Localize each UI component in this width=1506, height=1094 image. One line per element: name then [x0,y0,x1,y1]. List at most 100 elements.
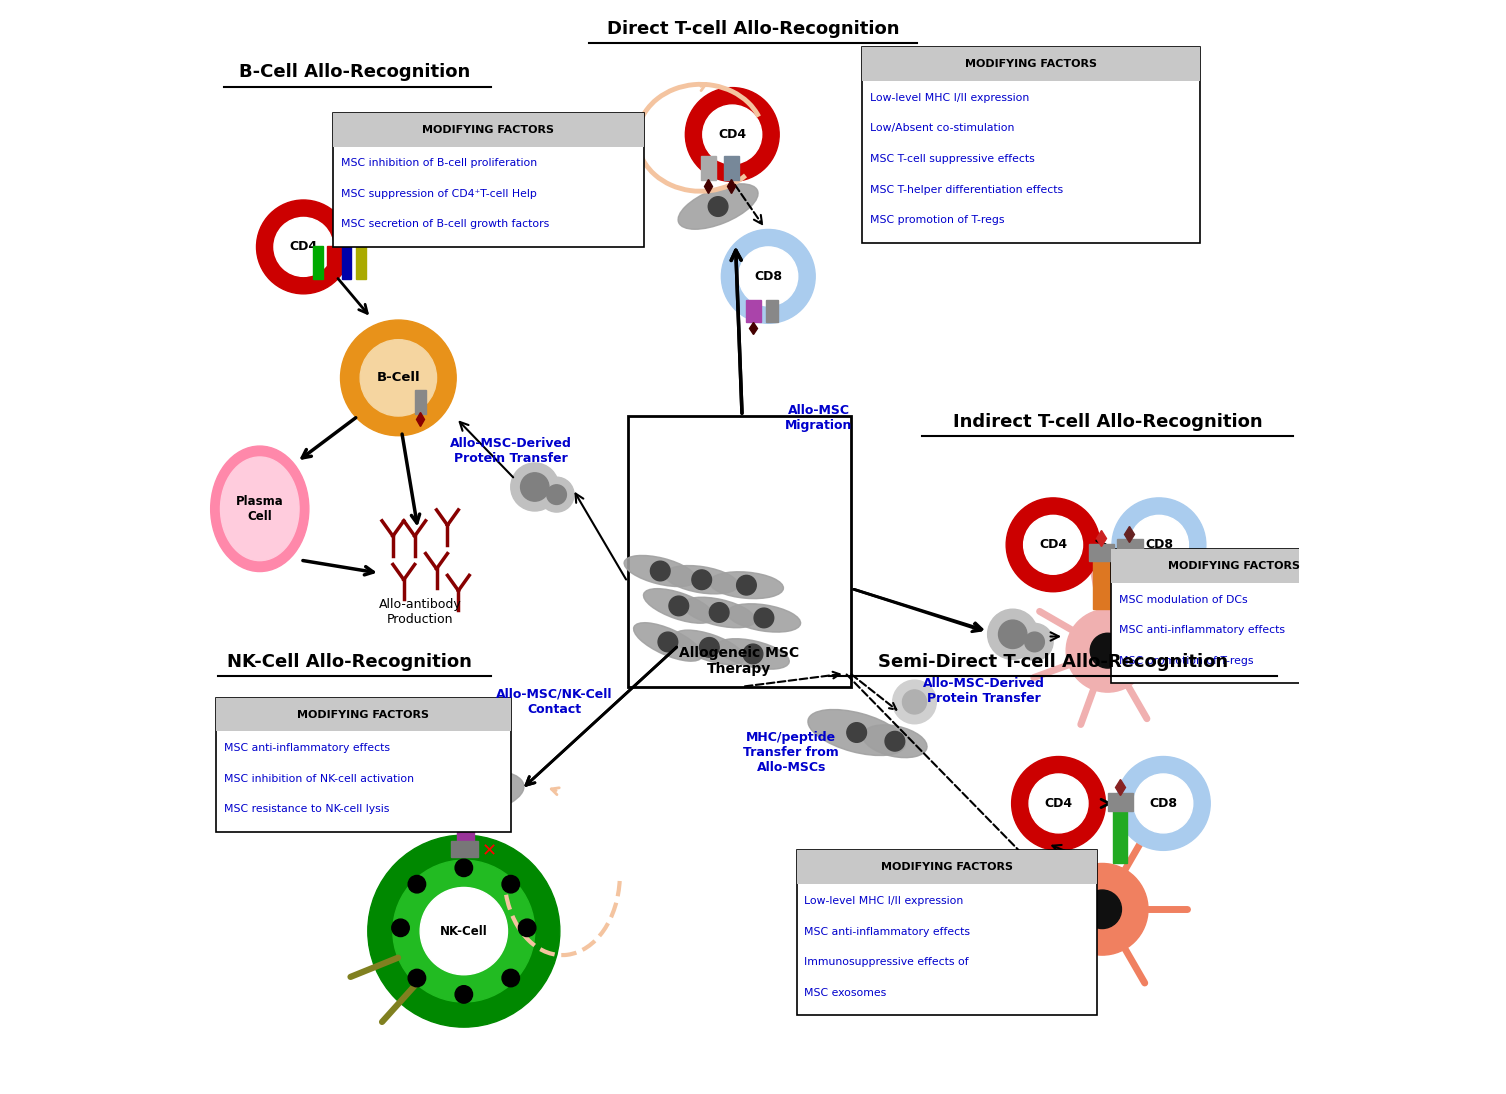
Circle shape [691,570,711,590]
Circle shape [988,609,1038,660]
Circle shape [521,473,550,501]
Circle shape [1116,757,1211,850]
Bar [313,246,324,279]
Bar [414,389,426,414]
Circle shape [539,477,574,512]
Circle shape [1006,498,1099,592]
Circle shape [699,638,720,657]
Circle shape [739,247,798,306]
Text: Allo-MSC-Derived
Protein Transfer: Allo-MSC-Derived Protein Transfer [450,437,572,465]
Text: MHC/peptide
Transfer from
Allo-MSCs: MHC/peptide Transfer from Allo-MSCs [744,731,839,773]
Text: Direct T-cell Allo-Recognition: Direct T-cell Allo-Recognition [607,20,899,37]
Text: Low-level MHC I/II expression: Low-level MHC I/II expression [870,93,1029,103]
Ellipse shape [666,566,738,594]
Circle shape [651,561,670,581]
Ellipse shape [678,184,758,230]
FancyBboxPatch shape [1111,549,1357,583]
Ellipse shape [422,770,524,815]
Text: MSC anti-inflammatory effects: MSC anti-inflammatory effects [804,927,970,936]
Circle shape [685,88,779,182]
Ellipse shape [807,710,905,756]
FancyBboxPatch shape [861,47,1200,81]
FancyBboxPatch shape [797,850,1096,884]
Bar [342,246,351,279]
Circle shape [1111,498,1206,592]
Text: MODIFYING FACTORS: MODIFYING FACTORS [422,125,554,135]
Text: MSC anti-inflammatory effects: MSC anti-inflammatory effects [224,743,390,754]
Circle shape [1066,609,1149,693]
Circle shape [658,632,678,652]
Text: Low/Absent co-stimulation: Low/Absent co-stimulation [870,124,1014,133]
Bar [747,301,761,323]
Circle shape [420,887,508,975]
Circle shape [462,782,482,802]
Ellipse shape [717,639,789,670]
Circle shape [393,860,535,1002]
Ellipse shape [675,630,744,665]
Text: Allo-antibody
Production: Allo-antibody Production [380,598,461,627]
Circle shape [547,485,566,504]
Ellipse shape [623,556,696,586]
FancyBboxPatch shape [217,698,511,732]
Circle shape [1024,515,1083,574]
Text: MSC promotion of T-regs: MSC promotion of T-regs [870,216,1005,225]
FancyBboxPatch shape [861,47,1200,243]
Circle shape [518,919,536,936]
FancyBboxPatch shape [1111,549,1357,684]
Ellipse shape [682,597,756,628]
Text: Allogeneic MSC
Therapy: Allogeneic MSC Therapy [679,645,800,676]
Bar [1107,792,1133,811]
Text: MODIFYING FACTORS: MODIFYING FACTORS [297,710,429,720]
Text: MODIFYING FACTORS: MODIFYING FACTORS [965,59,1098,69]
Circle shape [742,644,764,664]
Ellipse shape [211,446,309,571]
Text: MSC T-helper differentiation effects: MSC T-helper differentiation effects [870,185,1063,195]
Circle shape [1083,891,1122,929]
Bar [700,156,715,181]
Bar [1093,557,1110,609]
Text: MSC resistance to NK-cell lysis: MSC resistance to NK-cell lysis [224,804,389,814]
Text: Low-level MHC I/II expression: Low-level MHC I/II expression [804,896,964,906]
Bar [723,156,739,181]
Text: ✕: ✕ [482,842,497,861]
Text: CD4: CD4 [1045,796,1072,810]
Circle shape [408,875,426,893]
Circle shape [1090,633,1125,668]
Circle shape [736,575,756,595]
Text: MSC inhibition of B-cell proliferation: MSC inhibition of B-cell proliferation [340,159,536,168]
Ellipse shape [727,604,801,632]
Circle shape [455,986,473,1003]
Circle shape [1024,632,1044,652]
Circle shape [886,732,905,752]
Text: NK-Cell: NK-Cell [440,924,488,938]
Ellipse shape [863,725,928,758]
Circle shape [501,969,520,987]
Text: Plasma
Cell: Plasma Cell [236,494,283,523]
Ellipse shape [643,589,714,624]
Text: MSC suppression of CD4⁺T-cell Help: MSC suppression of CD4⁺T-cell Help [340,189,536,199]
Bar [1089,544,1114,561]
Circle shape [708,197,727,217]
FancyBboxPatch shape [333,113,645,247]
Ellipse shape [709,572,783,598]
Circle shape [455,859,473,876]
Circle shape [1017,624,1053,661]
Bar [450,840,477,857]
FancyBboxPatch shape [333,113,645,147]
Circle shape [1029,773,1087,833]
Text: MSC T-cell suppressive effects: MSC T-cell suppressive effects [870,154,1035,164]
Text: CD4: CD4 [289,241,318,254]
FancyBboxPatch shape [628,416,851,687]
Text: Indirect T-cell Allo-Recognition: Indirect T-cell Allo-Recognition [953,412,1262,431]
Circle shape [669,596,688,616]
Text: MSC secretion of B-cell growth factors: MSC secretion of B-cell growth factors [340,220,548,230]
Text: MSC modulation of DCs: MSC modulation of DCs [1119,595,1247,605]
Text: CD8: CD8 [755,270,782,283]
Circle shape [367,835,560,1027]
Text: MSC inhibition of NK-cell activation: MSC inhibition of NK-cell activation [224,773,414,783]
Text: MODIFYING FACTORS: MODIFYING FACTORS [881,862,1012,872]
Text: B-Cell: B-Cell [376,371,420,384]
Ellipse shape [220,457,300,560]
Circle shape [902,690,926,714]
Bar [458,803,474,847]
